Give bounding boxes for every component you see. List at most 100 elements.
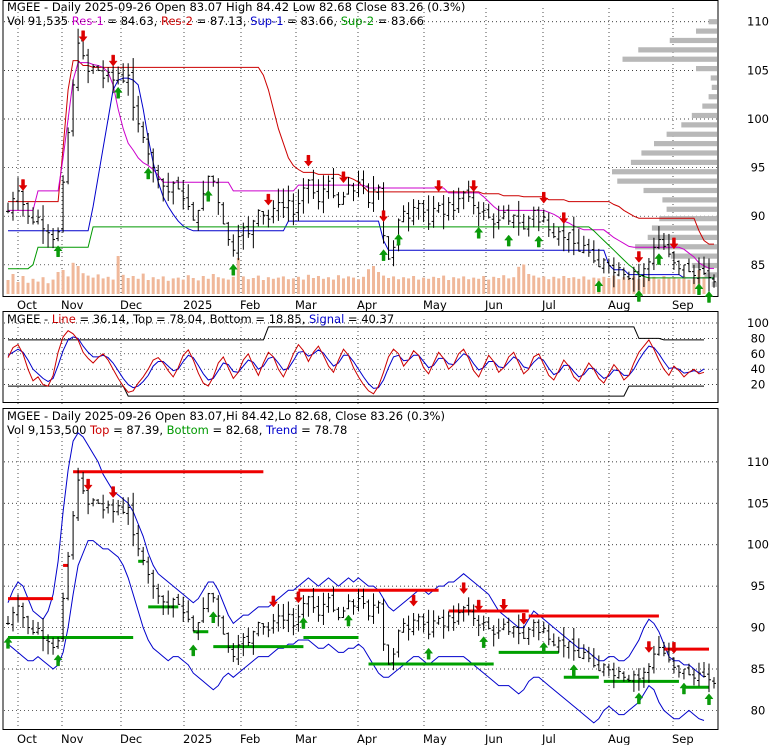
volume-bar (392, 276, 396, 294)
volume-bar (321, 278, 325, 294)
buy-arrow-icon (298, 617, 308, 629)
volume-profile-bar (654, 141, 717, 147)
volume-bar (477, 278, 481, 294)
volume-bar (487, 279, 491, 294)
volume-bar (236, 258, 240, 294)
buy-arrow-icon (539, 641, 549, 654)
volume-bar (647, 278, 651, 294)
volume-bar (266, 277, 270, 294)
volume-bar (296, 276, 300, 294)
volume-profile-bar (708, 19, 717, 25)
sell-arrow-icon (293, 591, 303, 604)
volume-bar (497, 278, 501, 294)
volume-bar (26, 282, 30, 294)
volume-bar (51, 279, 55, 294)
x-tick-label: Aug (608, 732, 630, 745)
sell-arrow-icon (434, 180, 444, 192)
volume-bar (171, 278, 175, 294)
series-line (8, 62, 714, 269)
volume-bar (412, 276, 416, 294)
volume-profile-bar (638, 47, 717, 53)
volume-bar (316, 276, 320, 294)
trend-band-lower (7, 540, 705, 724)
volume-bar (281, 276, 285, 294)
sell-arrow-icon (263, 193, 273, 206)
price-panel-frame (2, 0, 719, 297)
sell-arrow-icon (474, 599, 484, 612)
volume-bar (201, 276, 205, 294)
volume-bar (367, 269, 371, 294)
series-line (8, 77, 714, 279)
volume-profile-bar (696, 28, 717, 34)
x-tick-label: Jul (541, 298, 556, 312)
buy-arrow-icon (654, 253, 664, 265)
trend-panel: 110 105 100 95 90 85 80 Oct Nov Dec 2025 Feb Mar Apr M… (3, 432, 769, 746)
volume-bar (457, 278, 461, 294)
volume-profile-bar (711, 84, 717, 90)
volume-bar (156, 279, 160, 294)
volume-bar (407, 278, 411, 294)
x-tick-label: Mar (295, 298, 317, 312)
volume-bar (442, 275, 446, 294)
volume-bar (552, 276, 556, 294)
x-tick-label: Sep (672, 732, 694, 745)
volume-bar (467, 279, 471, 294)
volume-bar (126, 278, 130, 294)
header-segment: = 40.37 (344, 312, 394, 326)
volume-bar (246, 279, 250, 294)
volume-bar (41, 277, 45, 294)
x-tick-label: May (423, 732, 447, 745)
volume-profile-bar (643, 187, 717, 194)
buy-arrow-icon (203, 189, 213, 202)
buy-arrow-icon (188, 644, 198, 657)
volume-bar (121, 274, 125, 294)
volume-bar (21, 276, 25, 294)
volume-bar (36, 281, 40, 294)
buy-arrow-icon (634, 692, 644, 705)
sell-arrow-icon (459, 582, 469, 595)
volume-profile-bar (630, 159, 717, 165)
x-tick-label: Nov (61, 732, 84, 745)
volume-bar (397, 279, 401, 294)
sell-arrow-icon (268, 595, 278, 608)
sell-arrow-icon (559, 212, 569, 225)
x-tick-label: Sep (672, 298, 694, 312)
volume-bar (627, 278, 631, 294)
x-tick-label: Mar (295, 732, 317, 745)
trend-panel-header-line1: MGEE - Daily 2025-09-26 Open 83.07,Hi 84… (7, 409, 445, 423)
volume-bar (672, 277, 676, 294)
volume-bar (462, 276, 466, 294)
volume-bar (447, 280, 451, 294)
buy-arrow-icon (504, 234, 514, 247)
buy-arrow-icon (569, 664, 579, 677)
y-tick-label: 95 (751, 579, 766, 593)
buy-arrow-icon (694, 283, 704, 295)
header-segment: MGEE - Daily 2025-09-26 Open 83.07 High … (7, 0, 465, 14)
volume-bar (116, 256, 120, 294)
volume-bar (141, 273, 145, 294)
volume-bar (452, 277, 456, 294)
buy-arrow-icon (343, 614, 354, 627)
volume-bar (341, 278, 345, 294)
header-segment: Res-1 (72, 14, 104, 28)
volume-profile-bar (662, 197, 717, 203)
volume-bar (557, 278, 561, 294)
buy-arrow-icon (634, 290, 644, 302)
volume-bar (437, 278, 441, 294)
volume-bar (61, 270, 65, 294)
x-tick-label: Oct (17, 298, 37, 312)
header-segment: = 36.14, (76, 312, 133, 326)
volume-bar (502, 275, 506, 294)
volume-bar (101, 278, 105, 294)
y-tick-label: 20 (751, 378, 766, 392)
volume-bar (176, 277, 180, 294)
buy-arrow-icon (53, 654, 63, 667)
header-segment: = 87.39, (109, 423, 166, 437)
volume-profile-bar (681, 122, 717, 128)
volume-bar (136, 278, 140, 294)
x-tick-label: 2025 (183, 298, 212, 312)
header-segment: Top (132, 312, 152, 326)
volume-bar (532, 275, 536, 294)
volume-bar (542, 276, 546, 294)
volume-bar (206, 278, 210, 294)
